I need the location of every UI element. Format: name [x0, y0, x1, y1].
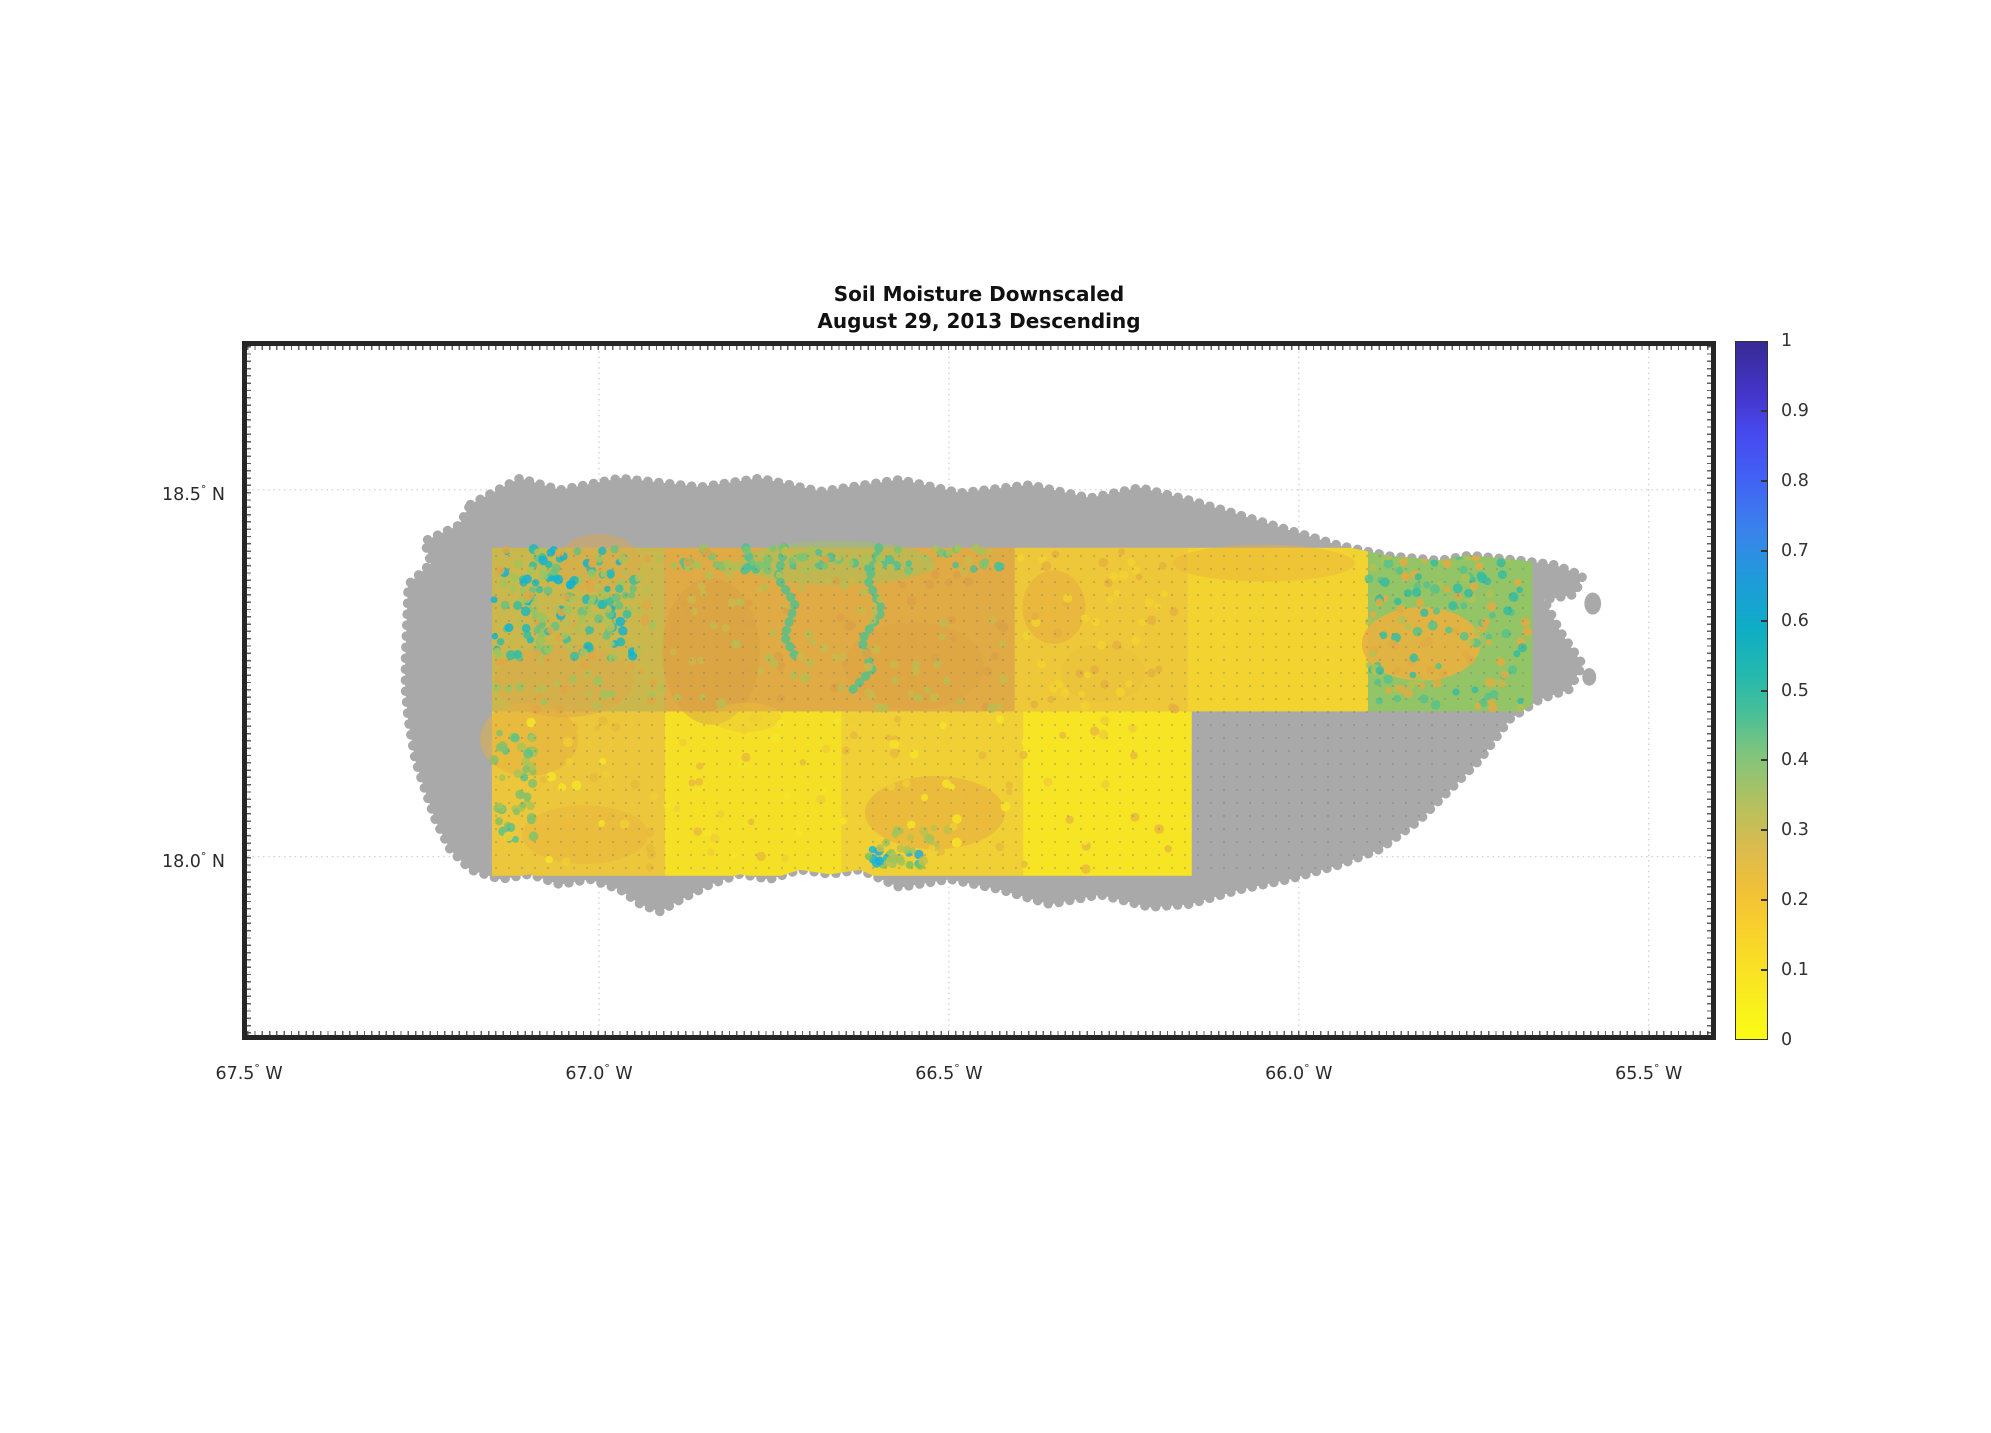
colorbar-tick-label: 0.7	[1781, 540, 1809, 561]
y-tick-label: 18.0° N	[161, 849, 225, 872]
title-line-1: Soil Moisture Downscaled	[833, 282, 1125, 306]
x-tick-label: 66.0° W	[1265, 1062, 1333, 1084]
colorbar-tick-mark	[1761, 969, 1767, 972]
title-line-2: August 29, 2013 Descending	[817, 309, 1141, 333]
colorbar-tick-label: 0.6	[1781, 610, 1809, 631]
colorbar-tick-mark	[1761, 479, 1767, 482]
chart-title: Soil Moisture Downscaled August 29, 2013…	[242, 281, 1716, 335]
offshore-islet	[1584, 592, 1602, 615]
soil-moisture-tiles	[480, 533, 1533, 876]
scatter-grid-texture	[491, 547, 1533, 876]
map-plot-area	[242, 341, 1716, 1040]
moisture-speckle	[1513, 548, 1522, 557]
colorbar-tick-label: 0.4	[1781, 750, 1809, 771]
colorbar-tick-mark	[1761, 899, 1767, 902]
moisture-speckle	[1425, 545, 1434, 554]
offshore-islet	[1582, 668, 1597, 686]
moisture-speckle	[1438, 545, 1445, 553]
colorbar-tick-mark	[1761, 829, 1767, 832]
colorbar-tick-label: 0.1	[1781, 960, 1809, 981]
colorbar-tick-mark	[1761, 759, 1767, 762]
colorbar-tick-mark	[1761, 549, 1767, 552]
colorbar-tick-mark	[1761, 619, 1767, 622]
moisture-speckle	[1513, 543, 1524, 554]
colorbar-tick-label: 0	[1781, 1030, 1793, 1050]
puerto-rico-soil-moisture-map	[247, 346, 1711, 1035]
colorbar-tick-label: 0.5	[1781, 680, 1809, 701]
colorbar-tick-label: 0.2	[1781, 890, 1809, 911]
colorbar-tick-label: 1	[1781, 331, 1793, 351]
colorbar-tick-mark	[1761, 689, 1767, 692]
colorbar-tick-label: 0.9	[1781, 400, 1809, 421]
colorbar-tick-label: 0.3	[1781, 820, 1809, 841]
y-tick-label: 18.5° N	[161, 482, 225, 505]
x-tick-label: 67.0° W	[565, 1062, 633, 1084]
x-tick-label: 65.5° W	[1615, 1062, 1683, 1084]
x-tick-label: 67.5° W	[215, 1062, 283, 1084]
colorbar-tick-label: 0.8	[1781, 470, 1809, 491]
x-tick-label: 66.5° W	[915, 1062, 983, 1084]
colorbar-tick-mark	[1761, 409, 1767, 412]
